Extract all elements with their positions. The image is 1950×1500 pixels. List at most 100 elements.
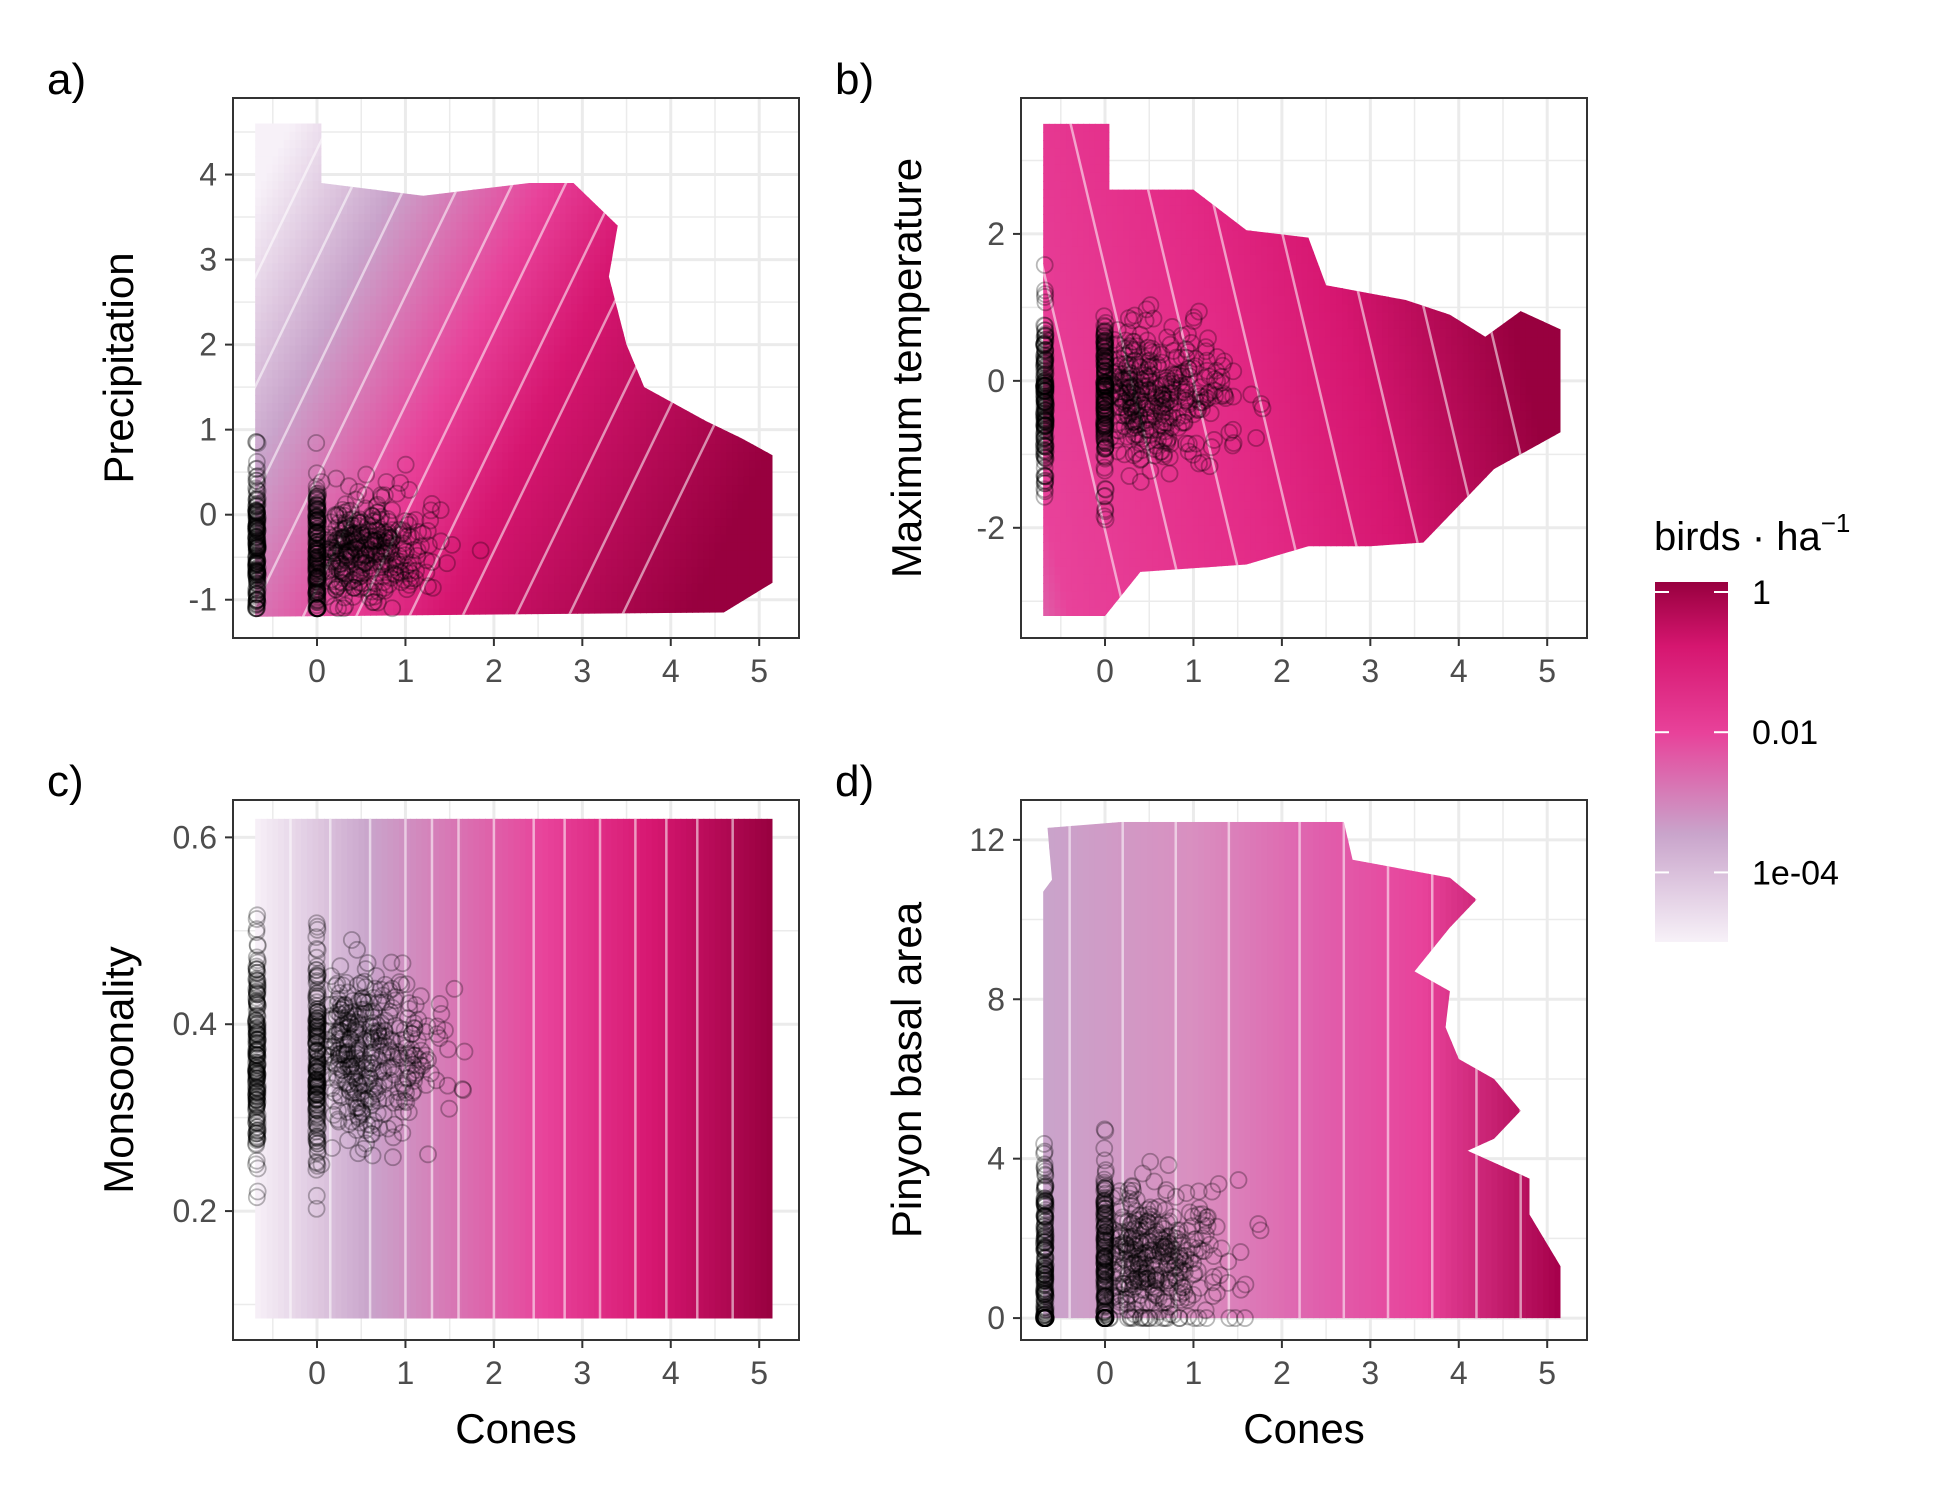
point xyxy=(324,539,342,557)
point xyxy=(342,931,361,949)
point xyxy=(1191,393,1210,412)
point xyxy=(248,1064,266,1083)
point xyxy=(307,502,326,521)
point xyxy=(248,568,266,587)
point xyxy=(345,1006,364,1025)
point xyxy=(368,552,387,571)
point xyxy=(440,1099,459,1118)
point xyxy=(398,1068,417,1087)
point xyxy=(308,1082,327,1101)
point xyxy=(337,519,356,537)
point xyxy=(344,578,363,597)
point xyxy=(1035,1241,1054,1259)
point xyxy=(247,1045,266,1064)
point xyxy=(359,1089,378,1108)
point xyxy=(1035,256,1054,274)
point xyxy=(1160,391,1179,410)
point xyxy=(1156,422,1175,441)
point xyxy=(247,1091,266,1109)
point xyxy=(1035,1306,1054,1325)
point xyxy=(1125,332,1144,351)
point xyxy=(1036,381,1055,400)
point xyxy=(307,1013,326,1032)
point xyxy=(1035,1292,1054,1311)
point xyxy=(247,529,265,548)
point xyxy=(323,560,342,579)
point xyxy=(1132,414,1151,433)
point xyxy=(308,500,327,519)
point xyxy=(324,1009,343,1028)
point xyxy=(1036,411,1054,429)
point xyxy=(247,1096,266,1115)
point xyxy=(361,1070,380,1088)
point xyxy=(308,1006,327,1025)
point xyxy=(308,1108,327,1127)
point xyxy=(1161,382,1180,401)
point xyxy=(327,531,345,550)
point xyxy=(1095,391,1114,410)
point xyxy=(362,544,381,563)
point xyxy=(247,546,266,565)
point xyxy=(248,565,267,584)
point xyxy=(308,1095,327,1114)
point xyxy=(1121,356,1140,374)
point xyxy=(307,1111,326,1130)
point xyxy=(371,544,390,563)
point xyxy=(248,1033,267,1052)
point xyxy=(341,541,360,559)
point xyxy=(248,584,267,603)
point xyxy=(307,477,326,496)
point xyxy=(1036,411,1055,430)
point xyxy=(438,554,456,573)
point xyxy=(308,587,327,606)
point xyxy=(1035,381,1054,400)
point xyxy=(247,501,265,520)
point xyxy=(307,533,326,552)
point xyxy=(364,559,382,578)
point xyxy=(436,1021,454,1040)
point xyxy=(335,550,354,569)
point xyxy=(392,1049,411,1068)
point xyxy=(1125,395,1144,414)
point xyxy=(307,1153,326,1171)
point xyxy=(1163,374,1182,393)
point xyxy=(356,1091,375,1110)
point xyxy=(308,567,327,586)
point xyxy=(1119,370,1138,388)
point xyxy=(1036,325,1055,343)
point xyxy=(307,1078,326,1097)
point xyxy=(377,533,396,552)
point xyxy=(248,1025,267,1044)
point xyxy=(345,1057,364,1076)
point xyxy=(428,1017,447,1036)
point xyxy=(307,989,326,1007)
point xyxy=(1120,366,1139,385)
point xyxy=(1035,397,1054,416)
point xyxy=(308,551,327,570)
point xyxy=(1096,331,1114,350)
point xyxy=(1035,1134,1054,1153)
x-tick-label: 5 xyxy=(750,653,768,689)
point xyxy=(1036,1206,1055,1225)
point xyxy=(248,1127,266,1146)
point xyxy=(397,542,415,561)
point xyxy=(372,536,391,555)
point xyxy=(365,1048,384,1067)
point xyxy=(247,1011,265,1030)
point xyxy=(248,1096,266,1115)
point xyxy=(308,511,327,529)
point xyxy=(307,1098,326,1117)
point xyxy=(389,546,408,565)
point xyxy=(327,546,345,565)
point xyxy=(1035,412,1054,431)
point xyxy=(1179,393,1198,412)
point xyxy=(1162,418,1181,437)
point xyxy=(248,521,267,540)
point xyxy=(379,1119,397,1138)
point xyxy=(1155,391,1174,409)
point xyxy=(1208,348,1227,366)
point xyxy=(1095,409,1114,428)
point xyxy=(390,520,408,539)
point xyxy=(369,582,388,601)
point xyxy=(401,569,420,588)
